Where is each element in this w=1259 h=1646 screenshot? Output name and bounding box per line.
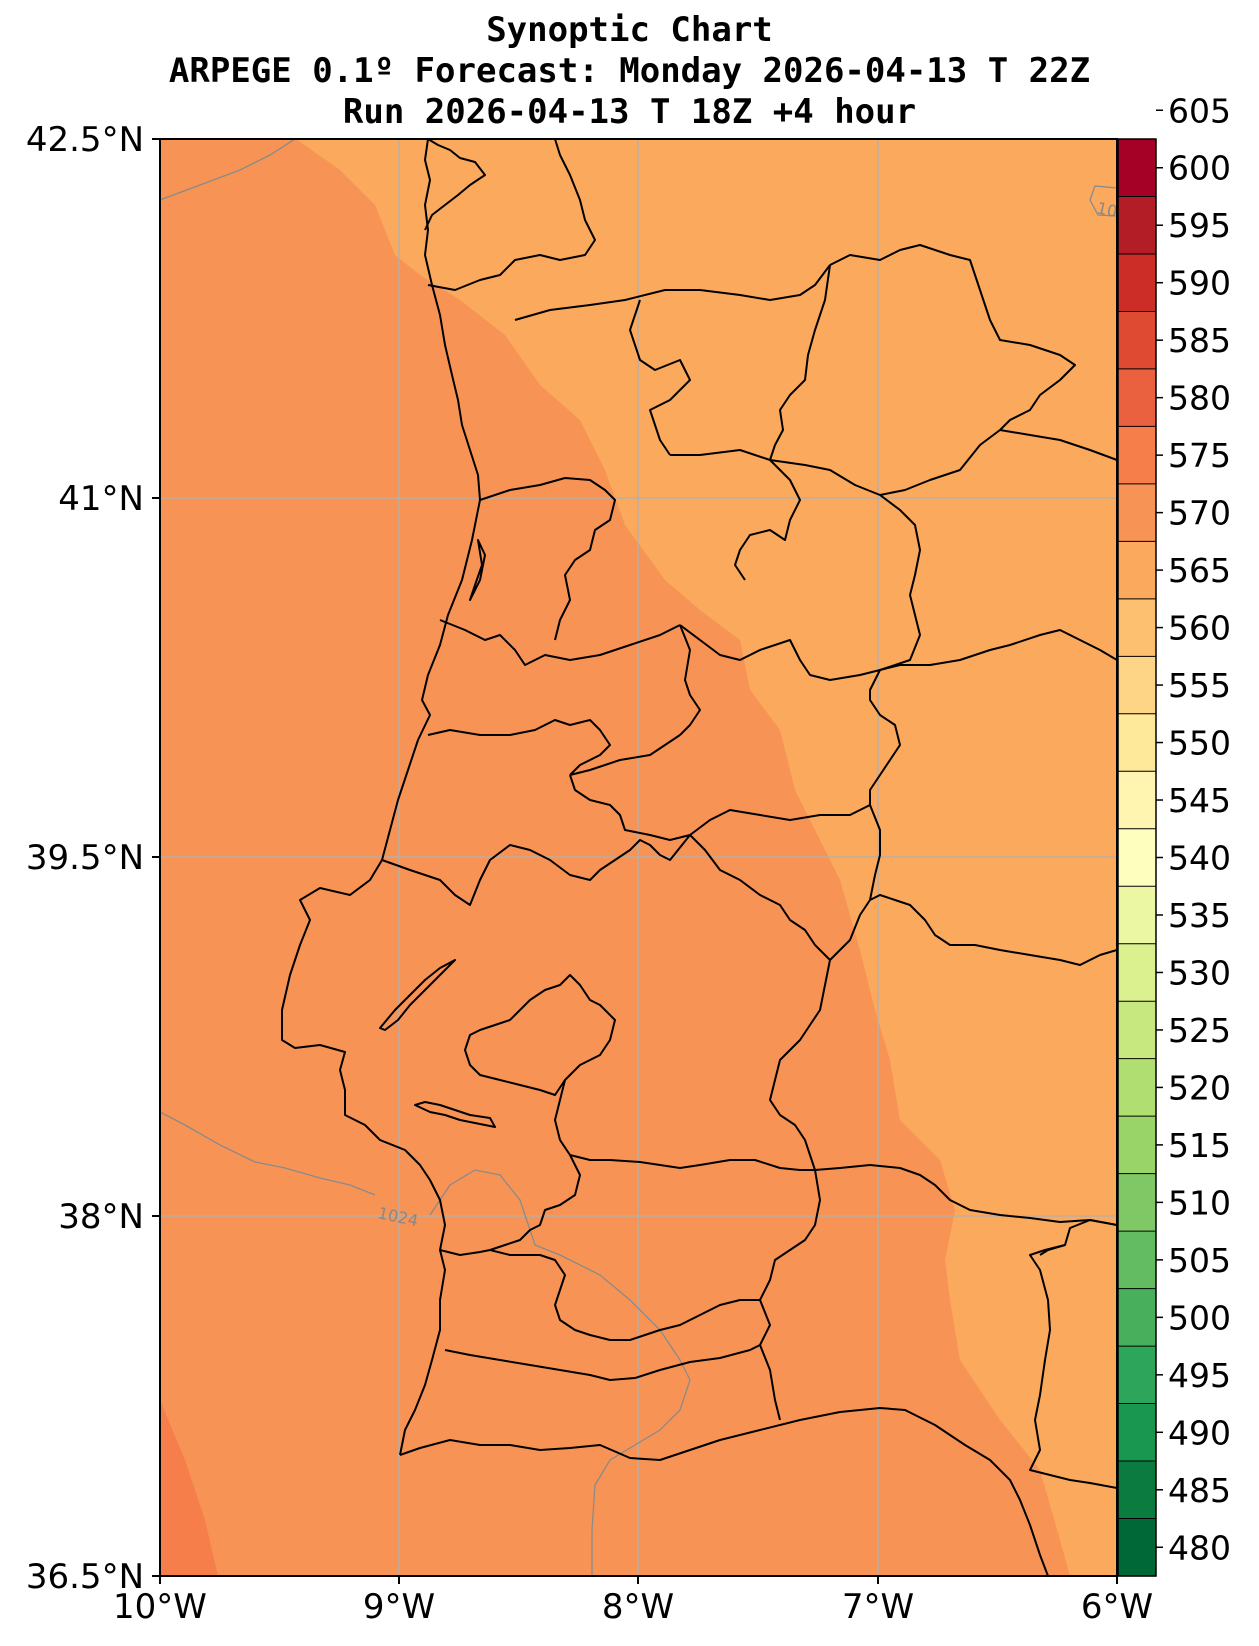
lat-labels: 42.5°N 41°N 39.5°N 38°N 36.5°N xyxy=(26,120,144,1597)
lat-label-42-5: 42.5°N xyxy=(26,120,144,160)
colorbar: 480 485 490 495 500 505 510 515 520 525 530 535 540 5… xyxy=(1117,91,1231,1577)
colorbar-frame xyxy=(1117,138,1157,1577)
colorbar-swatch-520 xyxy=(1118,1058,1156,1117)
colorbar-label-605: 605 xyxy=(1168,91,1231,130)
colorbar-label-570: 570 xyxy=(1168,494,1231,533)
title-line-2: ARPEGE 0.1º Forecast: Monday 2026-04-13 … xyxy=(168,51,1091,91)
colorbar-swatch-600 xyxy=(1118,139,1156,198)
colorbar-label-520: 520 xyxy=(1168,1068,1231,1107)
lat-label-41: 41°N xyxy=(58,479,144,519)
colorbar-label-555: 555 xyxy=(1168,666,1231,705)
colorbar-swatch-545 xyxy=(1118,771,1156,830)
colorbar-label-550: 550 xyxy=(1168,724,1231,763)
colorbar-label-530: 530 xyxy=(1168,953,1231,992)
colorbar-swatch-560 xyxy=(1118,598,1156,657)
lon-labels: 10°W 9°W 8°W 7°W 6°W xyxy=(113,1587,1153,1627)
colorbar-swatch-540 xyxy=(1118,828,1156,887)
colorbar-swatch-525 xyxy=(1118,1001,1156,1060)
colorbar-swatch-515 xyxy=(1118,1116,1156,1175)
colorbar-swatch-565 xyxy=(1118,541,1156,600)
colorbar-label-565: 565 xyxy=(1168,551,1231,590)
colorbar-swatch-530 xyxy=(1118,943,1156,1002)
colorbar-label-490: 490 xyxy=(1168,1413,1231,1452)
colorbar-label-585: 585 xyxy=(1168,321,1231,360)
colorbar-label-595: 595 xyxy=(1168,206,1231,245)
border-portugal-spain-east xyxy=(1029,1219,1117,1489)
colorbar-swatch-485 xyxy=(1118,1461,1156,1520)
axis-ticks xyxy=(152,138,1118,1584)
colorbar-swatch-510 xyxy=(1118,1173,1156,1232)
colorbar-swatch-570 xyxy=(1118,483,1156,542)
title-line-3: Run 2026-04-13 T 18Z +4 hour xyxy=(342,92,917,132)
field-band-575-580 xyxy=(160,1400,218,1576)
colorbar-swatch-495 xyxy=(1118,1346,1156,1405)
colorbar-swatch-580 xyxy=(1118,368,1156,427)
title-line-1: Synoptic Chart xyxy=(486,10,773,50)
lon-label-8w: 8°W xyxy=(602,1587,674,1627)
colorbar-label-510: 510 xyxy=(1168,1183,1231,1222)
map-area: 1024 10 xyxy=(160,139,1119,1576)
colorbar-swatch-595 xyxy=(1118,196,1156,255)
colorbar-label-485: 485 xyxy=(1168,1471,1231,1510)
coastline-south xyxy=(399,1407,1049,1576)
colorbar-swatch-550 xyxy=(1118,713,1156,772)
colorbar-label-580: 580 xyxy=(1168,379,1231,418)
colorbar-label-500: 500 xyxy=(1168,1298,1231,1337)
colorbar-label-590: 590 xyxy=(1168,264,1231,303)
colorbar-swatch-590 xyxy=(1118,253,1156,313)
colorbar-label-540: 540 xyxy=(1168,839,1231,878)
colorbar-label-480: 480 xyxy=(1168,1528,1231,1567)
colorbar-swatch-575 xyxy=(1118,426,1156,485)
lat-label-39-5: 39.5°N xyxy=(26,838,144,878)
lat-label-38: 38°N xyxy=(58,1197,144,1237)
colorbar-label-560: 560 xyxy=(1168,609,1231,648)
colorbar-label-515: 515 xyxy=(1168,1126,1231,1165)
colorbar-label-545: 545 xyxy=(1168,781,1231,820)
colorbar-swatch-500 xyxy=(1118,1288,1156,1347)
colorbar-label-525: 525 xyxy=(1168,1011,1231,1050)
colorbar-swatch-535 xyxy=(1118,886,1156,945)
colorbar-swatch-505 xyxy=(1118,1231,1156,1290)
lon-label-9w: 9°W xyxy=(363,1587,435,1627)
colorbar-swatch-555 xyxy=(1118,656,1156,715)
lat-label-36-5: 36.5°N xyxy=(26,1557,144,1597)
borders xyxy=(281,139,1117,1576)
colorbar-swatch-490 xyxy=(1118,1403,1156,1462)
isobar-label-10: 10 xyxy=(1095,198,1119,221)
colorbar-label-505: 505 xyxy=(1168,1241,1231,1280)
chart-title: Synoptic Chart ARPEGE 0.1º Forecast: Mon… xyxy=(0,10,1259,133)
colorbar-label-495: 495 xyxy=(1168,1356,1231,1395)
colorbar-swatch-585 xyxy=(1118,311,1156,370)
colorbar-label-575: 575 xyxy=(1168,436,1231,475)
coastline-west xyxy=(281,139,481,1456)
lon-label-7w: 7°W xyxy=(842,1587,914,1627)
lon-label-10w: 10°W xyxy=(113,1587,207,1627)
colorbar-label-535: 535 xyxy=(1168,896,1231,935)
colorbar-label-600: 600 xyxy=(1168,149,1231,188)
lon-label-6w: 6°W xyxy=(1081,1587,1153,1627)
colorbar-swatch-480 xyxy=(1118,1518,1156,1577)
